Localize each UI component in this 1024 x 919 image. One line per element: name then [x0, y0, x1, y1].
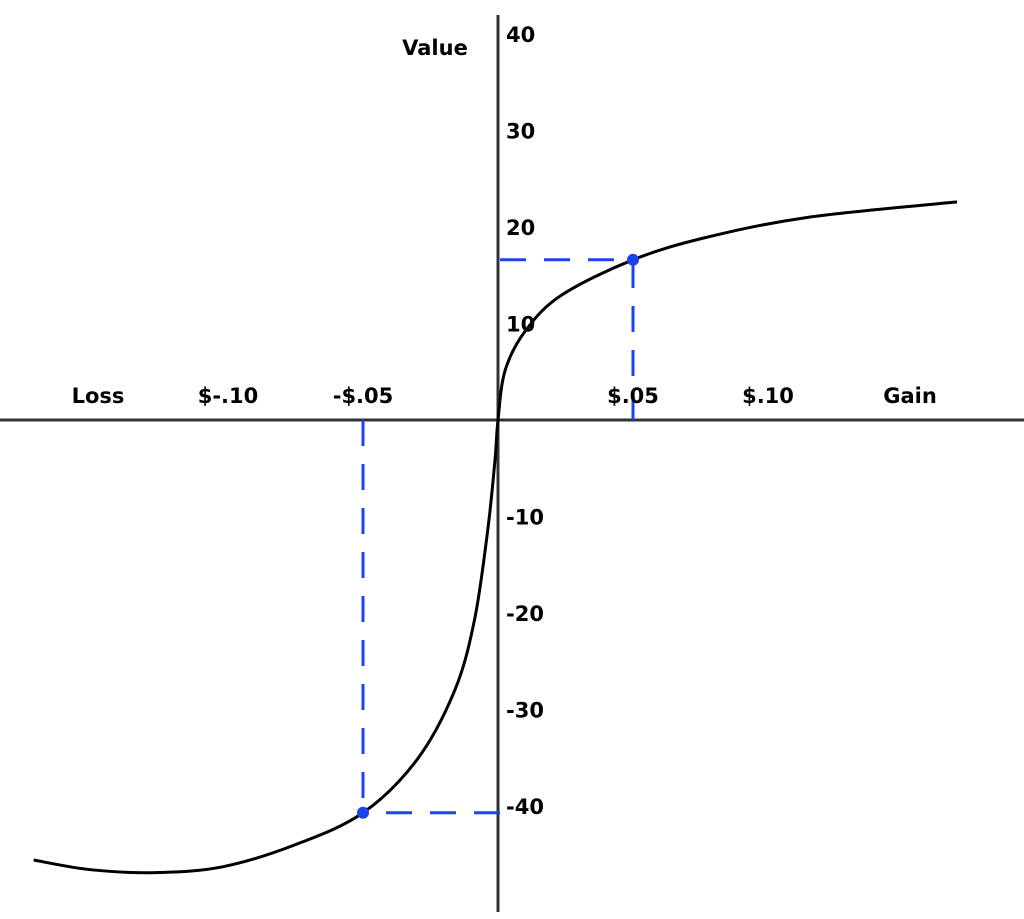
y-tick-label: 20 — [506, 216, 535, 240]
x-tick-label: $.05 — [607, 384, 659, 408]
y-tick-label: -10 — [506, 506, 544, 530]
x-axis-label-gain: Gain — [883, 384, 937, 408]
highlight-point — [357, 806, 369, 819]
y-axis-label: Value — [402, 36, 468, 60]
y-tick-label: -20 — [506, 602, 544, 626]
y-tick-label: -30 — [506, 699, 544, 723]
x-axis-label-loss: Loss — [72, 384, 125, 408]
x-tick-label: -$.05 — [333, 384, 394, 408]
x-tick-label: $.10 — [742, 384, 794, 408]
y-tick-label: 40 — [506, 23, 535, 47]
y-tick-label: -40 — [506, 795, 544, 819]
highlight-point — [627, 253, 639, 266]
x-tick-label: $-.10 — [198, 384, 259, 408]
y-tick-label: 30 — [506, 120, 535, 144]
value-curve — [33, 200, 958, 875]
